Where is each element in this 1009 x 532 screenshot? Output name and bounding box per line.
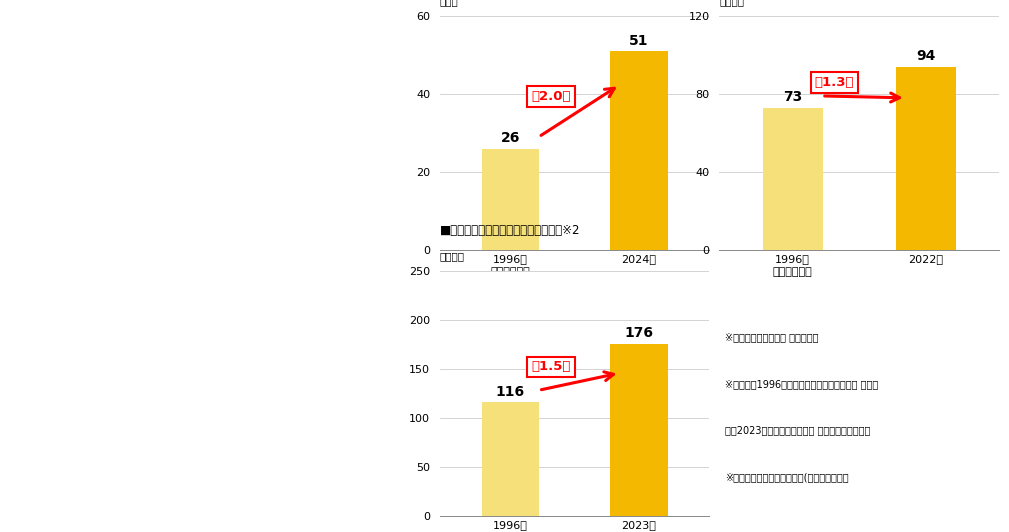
Text: 116: 116 [495,385,525,399]
Text: ※１出典：立地企業数 自治体調べ: ※１出典：立地企業数 自治体調べ [725,332,818,343]
Text: ■いなべ市内の製造業従業員数の推移※2: ■いなべ市内の製造業従業員数の推移※2 [440,224,580,237]
Text: （億円）: （億円） [719,0,745,6]
Bar [763,107,822,250]
Text: 約1.5倍: 約1.5倍 [531,361,570,373]
Text: ※２出典：1996年事業所・企業統計調査結果 三重県: ※２出典：1996年事業所・企業統計調査結果 三重県 [725,379,878,389]
Bar [481,403,540,516]
Text: （件）: （件） [440,0,459,6]
Bar [896,66,956,250]
Text: 94: 94 [916,49,935,63]
Bar [609,51,668,250]
Text: 約1.3倍: 約1.3倍 [815,77,855,89]
Text: 51: 51 [629,34,649,47]
Bar [481,148,540,250]
Text: （百人）: （百人） [440,252,465,262]
Bar [609,344,668,516]
Text: ※３出典：地方財政状況調査(地方税）総務省: ※３出典：地方財政状況調査(地方税）総務省 [725,472,849,482]
Text: 約2.0倍: 約2.0倍 [531,90,571,103]
Text: 2023年経済構造実態調査 総務省・経済産業省: 2023年経済構造実態調査 総務省・経済産業省 [725,426,871,436]
Text: 26: 26 [500,131,521,145]
Text: 176: 176 [625,326,653,340]
Text: 73: 73 [783,90,802,104]
